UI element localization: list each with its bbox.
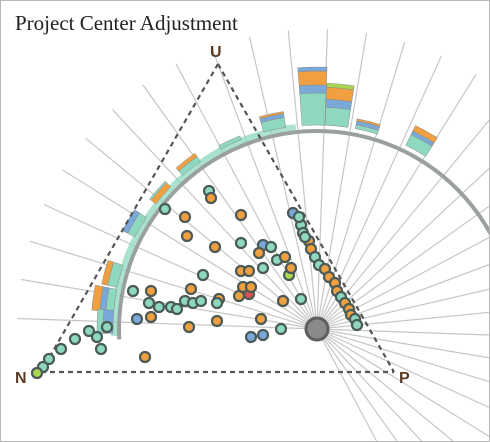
stacked-bars <box>91 66 438 334</box>
vertex-label-p: P <box>399 370 410 387</box>
data-point <box>254 312 268 326</box>
data-point <box>182 320 196 334</box>
spoke-line <box>175 63 318 330</box>
spoke-line <box>316 328 398 441</box>
data-point <box>292 210 306 224</box>
spoke-line <box>316 328 489 438</box>
bar-segment <box>259 111 284 119</box>
data-point <box>184 282 198 296</box>
data-points <box>30 184 364 380</box>
vertex-label-u: U <box>210 44 222 61</box>
data-point <box>252 246 266 260</box>
data-point <box>142 296 156 310</box>
spoke-line <box>316 236 489 330</box>
data-point <box>284 261 298 275</box>
project-center-marker <box>304 316 330 342</box>
vertex-label-n: N <box>15 370 27 387</box>
data-point <box>178 210 192 224</box>
spoke-line <box>316 288 489 330</box>
spoke-line <box>316 328 423 441</box>
data-point <box>204 191 218 205</box>
bar-segment <box>149 180 167 201</box>
data-point <box>244 280 258 294</box>
data-point <box>82 324 96 338</box>
data-point <box>208 240 222 254</box>
data-point <box>274 322 288 336</box>
data-point <box>278 250 292 264</box>
data-point <box>30 366 44 380</box>
spoke-line <box>316 328 489 336</box>
chart-title: Project Center Adjustment <box>15 11 238 35</box>
data-point <box>264 240 278 254</box>
spoke-line <box>17 317 318 330</box>
data-point <box>294 292 308 306</box>
data-point <box>94 342 108 356</box>
bar-segment <box>299 92 327 126</box>
bar-segment <box>324 106 351 128</box>
data-point <box>42 352 56 366</box>
bar-segment <box>218 135 242 150</box>
data-point <box>234 236 248 250</box>
spoke-line <box>316 205 489 330</box>
data-point <box>152 300 166 314</box>
data-point <box>138 350 152 364</box>
data-point <box>194 294 208 308</box>
spoke-line <box>316 328 489 359</box>
bar-segment <box>412 125 438 144</box>
bar-segment <box>326 82 355 91</box>
data-point <box>276 294 290 308</box>
spoke-line <box>316 328 454 441</box>
spoke-line <box>142 84 318 330</box>
data-point <box>144 310 158 324</box>
data-point <box>210 296 224 310</box>
spoke-line <box>316 119 489 330</box>
spoke-line <box>62 169 318 330</box>
triangle-outline <box>40 63 395 374</box>
data-point <box>196 268 210 282</box>
data-point <box>170 302 184 316</box>
data-point <box>350 318 364 332</box>
ring-band <box>117 129 489 340</box>
data-point <box>256 261 270 275</box>
bar-segment <box>297 66 328 72</box>
data-point <box>242 264 256 278</box>
spoke-line <box>316 328 489 409</box>
data-point <box>68 332 82 346</box>
spoke-line <box>248 36 318 330</box>
bar-segment <box>175 152 198 172</box>
spoke-line <box>316 264 489 330</box>
spoke-line <box>111 109 318 330</box>
data-point <box>210 314 224 328</box>
spoke-lines <box>17 29 489 441</box>
bar-segment <box>101 259 115 286</box>
spoke-line <box>29 240 318 330</box>
spoke-line <box>316 74 477 330</box>
bar-segment <box>298 84 327 94</box>
data-point <box>54 342 68 356</box>
data-point <box>144 284 158 298</box>
data-point <box>158 202 172 216</box>
outer-ring <box>111 124 489 340</box>
data-point <box>180 229 194 243</box>
data-point <box>90 330 104 344</box>
bar-segment <box>297 70 328 86</box>
data-point <box>100 320 114 334</box>
spoke-line <box>316 328 378 441</box>
spoke-line <box>43 204 318 330</box>
data-point <box>244 330 258 344</box>
data-point <box>298 230 312 244</box>
spoke-line <box>211 47 318 330</box>
data-point <box>126 284 140 298</box>
bar-segment <box>356 118 381 127</box>
data-point <box>130 312 144 326</box>
data-point <box>256 328 270 342</box>
spoke-line <box>316 328 489 383</box>
spoke-line <box>316 167 489 330</box>
data-point <box>234 208 248 222</box>
spoke-line <box>287 30 318 330</box>
